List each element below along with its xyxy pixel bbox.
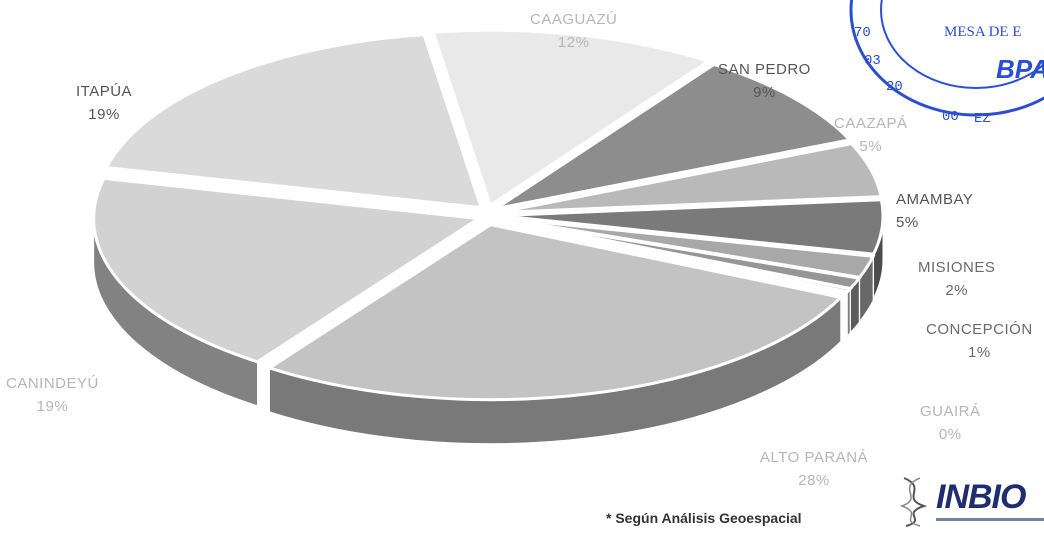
slice-sides [93, 215, 884, 445]
label-san-pedro-value: 9% [753, 84, 776, 101]
label-itapua-value: 19% [88, 106, 120, 123]
slice-side-guaira [846, 287, 851, 338]
stamp-digits-left: 70 [854, 25, 871, 41]
label-misiones-value: 2% [945, 282, 969, 299]
dna-icon [899, 477, 928, 527]
slice-alto-parana [265, 223, 844, 402]
slice-itapua [104, 33, 484, 210]
label-canindeyu: CANINDEYÚ 19% [6, 372, 99, 418]
label-caazapa-name: CAAZAPÁ [834, 115, 908, 132]
slice-san-pedro [494, 62, 853, 211]
label-caaguazu-name: CAAGUAZÚ [530, 11, 618, 28]
stamp-digits-left3: 20 [886, 79, 903, 95]
label-guaira: GUAIRÁ 0% [920, 400, 981, 446]
slice-tops [92, 28, 885, 402]
label-guaira-value: 0% [938, 426, 962, 443]
label-itapua-name: ITAPÚA [76, 83, 133, 100]
label-itapua: ITAPÚA 19% [76, 80, 132, 126]
label-canindeyu-name: CANINDEYÚ [6, 375, 99, 392]
label-misiones: MISIONES 2% [918, 256, 995, 302]
stamp-digits-left2: 03 [864, 53, 881, 69]
logo-subline [936, 518, 1044, 521]
stamp-outer-ring [849, 0, 1044, 117]
slice-caaguazu [430, 28, 712, 208]
label-caazapa-value: 5% [859, 138, 883, 155]
label-guaira-name: GUAIRÁ [920, 403, 981, 420]
label-amambay-name: AMAMBAY [896, 191, 974, 208]
label-amambay-value: 5% [896, 214, 919, 231]
stamp-digits-bottom2: EZ [974, 111, 991, 127]
label-amambay: AMAMBAY 5% [896, 188, 973, 234]
label-alto-parana-name: ALTO PARANÁ [760, 449, 869, 466]
label-alto-parana-value: 28% [798, 472, 830, 489]
label-concepcion: CONCEPCIÓN 1% [926, 318, 1033, 364]
label-caaguazu-value: 12% [557, 34, 590, 51]
inbio-logo: INBIO [894, 474, 1044, 529]
label-misiones-name: MISIONES [918, 259, 996, 276]
stamp-inner-ring [880, 0, 1044, 89]
slice-guaira [496, 217, 854, 294]
label-concepcion-value: 1% [968, 344, 991, 361]
footnote: * Según Análisis Geoespacial [606, 510, 802, 526]
slice-caazapa [497, 142, 883, 215]
slice-amambay [497, 198, 885, 256]
label-concepcion-name: CONCEPCIÓN [926, 321, 1033, 338]
label-canindeyu-value: 19% [36, 398, 69, 415]
label-san-pedro: SAN PEDRO 9% [718, 58, 811, 104]
stamp-logo: BPA [996, 54, 1044, 84]
stamp-seal: MESA DE E BPA 70 03 20 00 EZ [849, 0, 1044, 127]
slice-canindeyu [92, 176, 484, 364]
label-san-pedro-name: SAN PEDRO [718, 61, 811, 78]
label-caaguazu: CAAGUAZÚ 12% [530, 8, 617, 54]
label-alto-parana: ALTO PARANÁ 28% [760, 446, 868, 492]
logo-text: INBIO [936, 478, 1026, 516]
stamp-digits-bottom: 00 [942, 109, 959, 125]
stamp-text: MESA DE E [944, 24, 1022, 40]
label-caazapa: CAAZAPÁ 5% [834, 112, 908, 158]
